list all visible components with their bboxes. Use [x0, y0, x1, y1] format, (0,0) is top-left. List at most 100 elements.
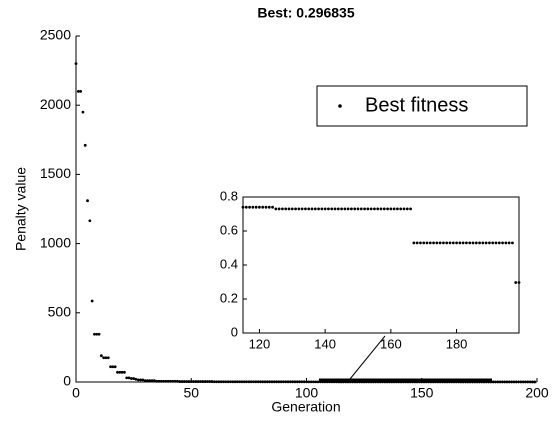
point — [512, 380, 516, 384]
point — [455, 241, 458, 245]
point — [505, 380, 509, 384]
point — [498, 380, 502, 384]
x-tick-label: 140 — [314, 336, 336, 351]
point — [272, 380, 276, 384]
point — [244, 205, 248, 209]
point — [358, 380, 361, 384]
point — [517, 281, 521, 284]
point — [252, 380, 255, 384]
point — [141, 378, 145, 382]
point — [146, 379, 149, 383]
point — [434, 380, 437, 384]
point — [275, 380, 278, 384]
point — [504, 241, 508, 245]
point — [88, 219, 92, 223]
point — [369, 207, 373, 211]
point — [457, 380, 461, 384]
point — [97, 332, 101, 336]
point — [293, 380, 297, 384]
point — [340, 207, 343, 211]
point — [159, 379, 163, 383]
chart-title: Best: 0.296835 — [257, 5, 355, 21]
point — [501, 241, 504, 245]
point — [356, 207, 360, 211]
point — [528, 380, 532, 384]
point — [182, 380, 186, 383]
point — [396, 207, 399, 211]
point — [328, 380, 331, 384]
y-tick-label: 0.2 — [220, 290, 238, 305]
point — [339, 380, 343, 384]
legend-label: Best fitness — [365, 94, 468, 116]
inset-axes — [242, 196, 520, 334]
point — [412, 241, 416, 245]
y-tick-label: 1500 — [40, 165, 71, 181]
point — [325, 380, 329, 384]
point — [411, 380, 414, 384]
point — [109, 365, 112, 369]
point — [219, 380, 223, 384]
point — [406, 380, 410, 384]
point — [111, 365, 115, 369]
point — [481, 241, 485, 245]
point — [401, 380, 405, 384]
point — [307, 207, 311, 211]
point — [74, 62, 78, 66]
point — [422, 380, 426, 384]
zoom-connector — [349, 335, 386, 380]
point — [284, 380, 288, 384]
point — [261, 380, 265, 384]
point — [106, 356, 110, 360]
point — [295, 380, 299, 384]
point — [475, 380, 479, 384]
point — [178, 380, 182, 383]
point — [441, 380, 444, 384]
point — [302, 380, 306, 384]
point — [330, 207, 334, 211]
point — [93, 332, 96, 336]
point — [365, 380, 368, 384]
point — [359, 207, 363, 211]
point — [104, 356, 108, 360]
point — [274, 207, 278, 211]
point — [143, 379, 147, 383]
point — [224, 380, 228, 384]
point — [385, 380, 389, 384]
point — [164, 379, 168, 383]
point — [494, 241, 498, 245]
point — [392, 207, 396, 211]
point — [484, 241, 488, 245]
point — [150, 379, 154, 383]
point — [353, 380, 357, 384]
point — [226, 380, 230, 384]
point — [452, 380, 456, 384]
point — [286, 380, 290, 384]
point — [300, 207, 304, 211]
point — [294, 207, 297, 211]
point — [471, 380, 474, 384]
point — [341, 380, 345, 384]
point — [194, 380, 198, 383]
point — [155, 379, 159, 383]
point — [258, 205, 261, 209]
x-axis-label: Generation — [271, 399, 340, 415]
point — [378, 380, 382, 384]
x-tick-label: 0 — [72, 385, 80, 401]
point — [438, 380, 442, 384]
point — [382, 207, 386, 211]
point — [118, 370, 122, 374]
point — [189, 380, 193, 383]
point — [394, 380, 398, 384]
point — [261, 205, 265, 209]
point — [312, 380, 315, 384]
point — [473, 380, 477, 384]
point — [125, 376, 129, 380]
point — [290, 207, 294, 211]
point — [526, 380, 530, 384]
point — [249, 380, 253, 384]
y-tick-label: 1000 — [40, 234, 71, 250]
point — [448, 241, 452, 245]
point — [350, 207, 353, 211]
point — [136, 378, 140, 382]
y-tick-label: 500 — [48, 304, 72, 320]
